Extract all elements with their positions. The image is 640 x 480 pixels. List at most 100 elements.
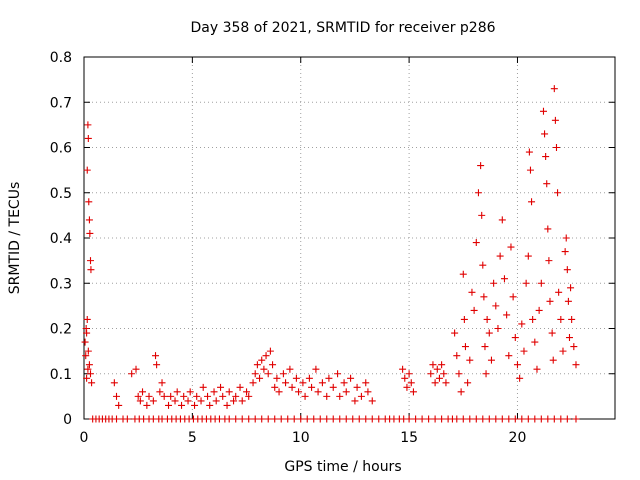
- tick-labels: 0 0.1 0.2 0.3 0.4 0.5 0.6 0.7 0.8 0 5 10 15 20: [50, 50, 527, 446]
- data-point: [564, 297, 572, 305]
- data-point: [418, 415, 426, 423]
- data-point: [251, 415, 259, 423]
- data-point: [180, 392, 188, 400]
- data-point: [84, 347, 92, 355]
- data-point: [336, 392, 344, 400]
- data-point: [329, 415, 337, 423]
- data-point: [204, 392, 212, 400]
- data-point: [323, 415, 331, 423]
- x-tick-label: 0: [80, 430, 89, 446]
- data-point: [412, 415, 420, 423]
- data-point: [431, 379, 439, 387]
- data-point: [565, 334, 573, 342]
- data-point: [232, 415, 240, 423]
- data-point: [238, 397, 246, 405]
- data-point: [479, 261, 487, 269]
- data-point: [507, 243, 515, 251]
- data-point: [572, 361, 580, 369]
- data-point: [143, 401, 151, 409]
- data-point: [485, 415, 493, 423]
- data-point: [349, 415, 357, 423]
- x-axis-label: GPS time / hours: [284, 459, 401, 475]
- data-point: [336, 415, 344, 423]
- data-point: [225, 388, 233, 396]
- data-point: [490, 279, 498, 287]
- data-point: [245, 392, 253, 400]
- data-point: [535, 306, 543, 314]
- data-point: [562, 234, 570, 242]
- data-point: [492, 415, 500, 423]
- data-point: [487, 356, 495, 364]
- y-tick-label: 0.4: [50, 231, 72, 247]
- data-point: [258, 415, 266, 423]
- data-point: [249, 379, 257, 387]
- data-point: [551, 116, 559, 124]
- data-point: [539, 107, 547, 115]
- data-point: [173, 388, 181, 396]
- data-point: [542, 153, 550, 161]
- data-point: [290, 415, 298, 423]
- data-point: [544, 225, 552, 233]
- data-point: [123, 415, 131, 423]
- data-point: [357, 392, 365, 400]
- data-point: [256, 374, 264, 382]
- data-point: [401, 374, 409, 382]
- data-point: [461, 343, 469, 351]
- data-point: [537, 415, 545, 423]
- data-point: [438, 361, 446, 369]
- data-point: [113, 392, 121, 400]
- data-point: [253, 361, 261, 369]
- data-point: [279, 370, 287, 378]
- data-point: [84, 365, 92, 373]
- data-point: [479, 415, 487, 423]
- data-point: [184, 397, 192, 405]
- data-point: [178, 401, 186, 409]
- data-point: [301, 392, 309, 400]
- data-point: [342, 415, 350, 423]
- data-point: [563, 266, 571, 274]
- data-point: [219, 392, 227, 400]
- data-point: [520, 347, 528, 355]
- data-point: [264, 415, 272, 423]
- data-point: [427, 370, 435, 378]
- data-point: [84, 134, 92, 142]
- data-point: [165, 401, 173, 409]
- data-point: [316, 415, 324, 423]
- data-point: [347, 374, 355, 382]
- data-point: [431, 415, 439, 423]
- data-point: [559, 347, 567, 355]
- data-point: [136, 397, 144, 405]
- data-point: [460, 315, 468, 323]
- y-axis-label: SRMTID / TECUs: [7, 182, 23, 295]
- data-point: [362, 415, 370, 423]
- data-point: [314, 388, 322, 396]
- data-point: [167, 392, 175, 400]
- data-point: [82, 352, 90, 360]
- data-point: [500, 275, 508, 283]
- data-point: [197, 397, 205, 405]
- data-point: [134, 392, 142, 400]
- data-point: [288, 383, 296, 391]
- data-point: [567, 284, 575, 292]
- data-point: [113, 415, 121, 423]
- data-point: [466, 415, 474, 423]
- data-point: [481, 343, 489, 351]
- data-point: [355, 415, 363, 423]
- data-point: [405, 415, 413, 423]
- y-tick-label: 0.7: [50, 95, 72, 111]
- data-point: [453, 415, 461, 423]
- data-point: [459, 415, 467, 423]
- data-point: [364, 388, 372, 396]
- data-point: [292, 374, 300, 382]
- data-point: [87, 257, 95, 265]
- data-point: [468, 288, 476, 296]
- data-point: [85, 361, 93, 369]
- data-point: [568, 315, 576, 323]
- data-point: [251, 370, 259, 378]
- data-point: [152, 352, 160, 360]
- y-tick-label: 0.2: [50, 322, 72, 338]
- data-point: [399, 365, 407, 373]
- data-point: [308, 383, 316, 391]
- data-point: [85, 198, 93, 206]
